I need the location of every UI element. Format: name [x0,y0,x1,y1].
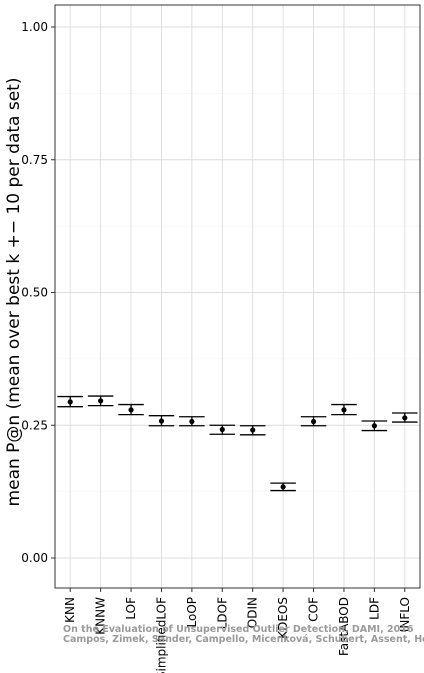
data-point-4 [189,418,195,425]
data-point-1 [98,398,104,404]
y-tick-label-3: 0.75 [21,153,48,167]
x-tick-label-3: SimplifiedLOF [154,597,168,673]
x-tick-label-2: LOF [124,597,138,620]
x-tick-label-11: INFLO [398,597,412,632]
data-point-11 [402,415,408,421]
plot-panel-border [54,4,421,589]
x-tick-label-5: LDOF [215,597,229,629]
x-tick-label-1: KNNW [94,597,108,635]
y-tick-label-4: 1.00 [21,20,48,34]
x-tick-label-6: ODIN [246,597,260,628]
major-gridlines [55,26,420,559]
x-tick-label-10: LDF [367,597,381,620]
category-gridlines [69,5,406,588]
data-points [67,398,408,490]
x-tick-label-0: KNN [63,597,77,623]
watermark-line-2: Campos, Zimek, Sander, Campello, Micenko… [63,634,424,645]
data-point-3 [158,418,165,424]
y-tick-label-1: 0.25 [21,418,48,432]
data-point-5 [219,426,225,433]
data-point-10 [371,423,377,429]
x-tick-label-8: COF [307,597,321,622]
data-point-9 [341,407,347,413]
y-axis-label: mean P@n (mean over best k +− 10 per dat… [4,78,24,507]
x-tick-label-7: KDEOS [276,597,290,639]
y-tick-label-0: 0.00 [21,551,48,565]
y-axis: 0.00 0.25 0.50 0.75 1.00 [21,20,55,565]
x-tick-label-9: FastABOD [337,597,351,656]
minor-gridlines [55,93,420,492]
data-point-0 [67,399,73,405]
x-axis: KNN KNNW LOF SimplifiedLOF LoOP LDOF ODIN KDEOS… [63,588,412,673]
data-point-7 [280,484,286,490]
error-bars [57,395,418,492]
x-tick-label-4: LoOP [185,597,199,628]
data-point-2 [128,407,134,413]
data-point-6 [250,427,256,433]
watermark-line-1: On the Evaluation of Unsupervised Outlie… [63,624,414,635]
data-point-8 [310,418,317,425]
y-tick-label-2: 0.50 [21,286,48,300]
